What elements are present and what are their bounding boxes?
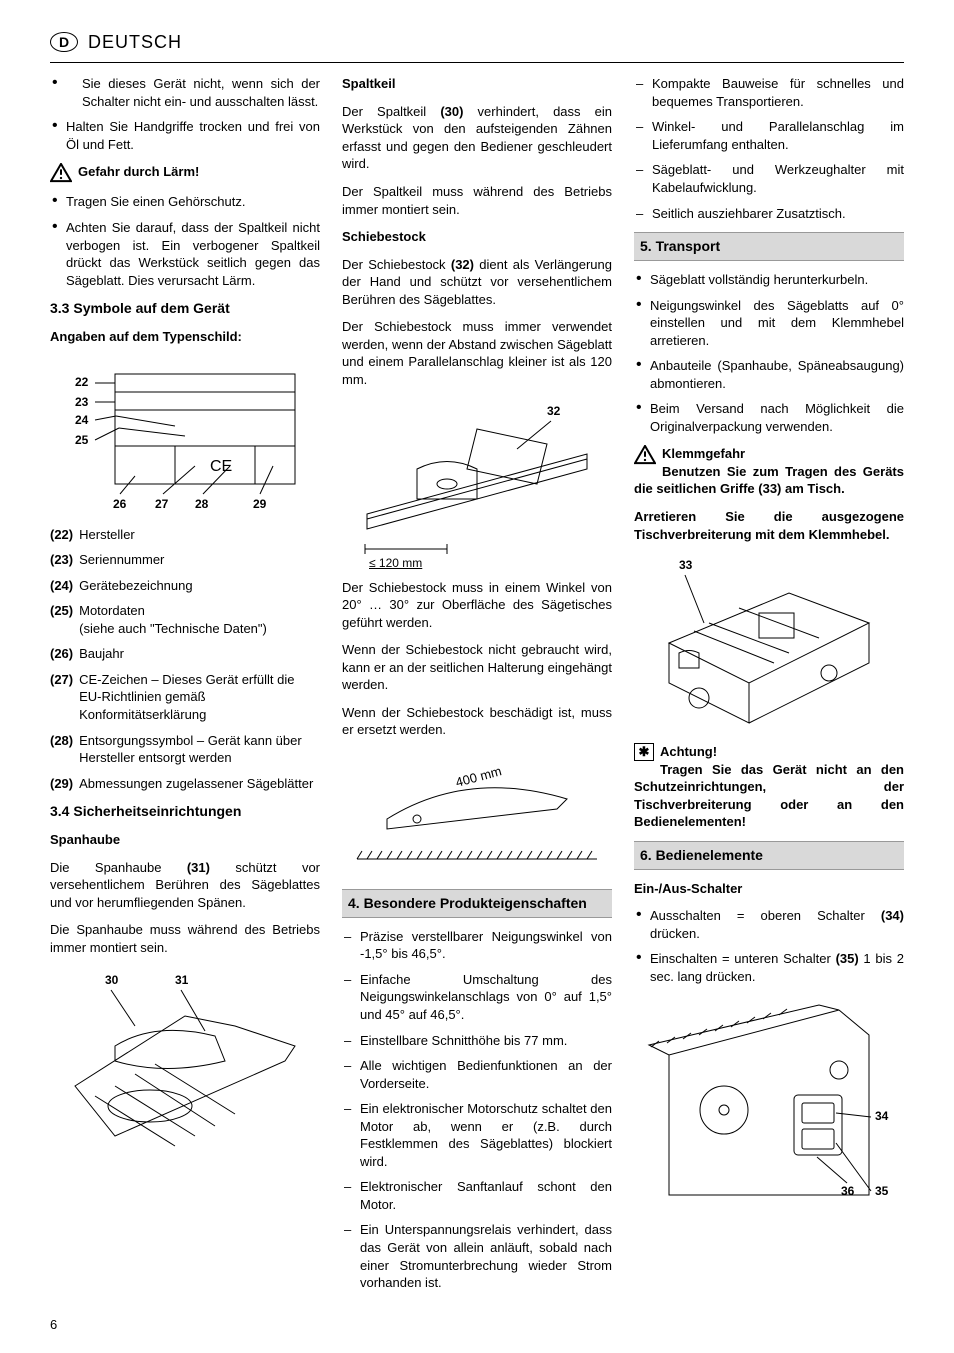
list-item: Kompakte Bauweise für schnelles und bequ…: [634, 75, 904, 110]
list-item: Einstellbare Schnitthöhe bis 77 mm.: [342, 1032, 612, 1050]
list-item: Seitlich ausziehbarer Zusatztisch.: [634, 205, 904, 223]
column-3: Kompakte Bauweise für schnelles und bequ…: [634, 75, 904, 1301]
figure-schiebestock-1: 32 ≤ 120 mm: [342, 399, 612, 569]
clamp-warning-block: Klemmgefahr Benutzen Sie zum Tragen des …: [634, 445, 904, 498]
schiebestock-p5: Wenn der Schiebestock beschädigt ist, mu…: [342, 704, 612, 739]
list-item: (24)Gerätebezeichnung: [50, 577, 320, 595]
section-5-heading: 5. Transport: [634, 232, 904, 261]
noise-warning-list: Tragen Sie einen Gehörschutz. Achten Sie…: [50, 193, 320, 289]
svg-text:25: 25: [75, 433, 89, 447]
switch-subheading: Ein-/Aus-Schalter: [634, 880, 904, 898]
svg-text:36: 36: [841, 1184, 855, 1198]
typenschild-subheading: Angaben auf dem Typenschild:: [50, 328, 320, 346]
list-item: Tragen Sie einen Gehörschutz.: [50, 193, 320, 211]
list-item: Ein elektronischer Motorschutz schaltet …: [342, 1100, 612, 1170]
section-6-heading: 6. Bedienelemente: [634, 841, 904, 870]
page-header: D DEUTSCH: [50, 30, 904, 54]
language-badge: D: [50, 32, 78, 52]
spanhaube-subheading: Spanhaube: [50, 831, 320, 849]
section-4-list-continued: Kompakte Bauweise für schnelles und bequ…: [634, 75, 904, 222]
warning-triangle-icon: [50, 163, 72, 183]
warning-title: Gefahr durch Lärm!: [78, 163, 199, 181]
list-item: Sägeblatt- und Werkzeughalter mit Kabela…: [634, 161, 904, 196]
list-item: Einfache Umschaltung des Neigungswinkela…: [342, 971, 612, 1024]
figure-switch: 34 35 36: [634, 995, 904, 1205]
svg-text:30: 30: [105, 973, 119, 987]
list-item: Einschalten = unteren Schalter (35) 1 bi…: [634, 950, 904, 985]
warning-triangle-icon: [634, 445, 656, 465]
caution-block: ✱ Achtung! Tragen Sie das Gerät nicht an…: [634, 743, 904, 831]
svg-text:33: 33: [679, 558, 693, 572]
list-item: (27)CE-Zeichen – Dieses Gerät erfüllt di…: [50, 671, 320, 724]
caution-square-icon: ✱: [634, 743, 654, 761]
section-4-list: Präzise verstellbarer Neigungswinkel von…: [342, 928, 612, 1292]
figure-transport: 33: [634, 553, 904, 733]
list-item: Elektronischer Sanftanlauf schont den Mo…: [342, 1178, 612, 1213]
figure-typenschild: CE 22 23 24 25 26 27 28 29: [50, 356, 320, 516]
svg-text:27: 27: [155, 497, 169, 511]
list-item: (22)Hersteller: [50, 526, 320, 544]
list-item: Halten Sie Handgriffe trocken und frei v…: [50, 118, 320, 153]
figure-spanhaube: 30 31: [50, 966, 320, 1166]
list-item: (28)Entsorgungssymbol – Gerät kann über …: [50, 732, 320, 767]
page-number: 6: [50, 1316, 904, 1334]
list-item: (29)Abmessungen zugelassener Sägeblätter: [50, 775, 320, 793]
svg-text:31: 31: [175, 973, 189, 987]
divider: [50, 62, 904, 63]
spaltkeil-p2: Der Spaltkeil muss während des Betriebs …: [342, 183, 612, 218]
svg-text:≤ 120 mm: ≤ 120 mm: [369, 556, 422, 569]
svg-text:32: 32: [547, 404, 561, 418]
svg-text:35: 35: [875, 1184, 889, 1198]
svg-text:26: 26: [113, 497, 127, 511]
list-item: (23)Seriennummer: [50, 551, 320, 569]
schiebestock-p4: Wenn der Schiebestock nicht gebraucht wi…: [342, 641, 612, 694]
list-item: Sägeblatt vollständig herunterkurbeln.: [634, 271, 904, 289]
list-item: Beim Versand nach Möglichkeit die Origin…: [634, 400, 904, 435]
content-columns: Sie dieses Gerät nicht, wenn sich der Sc…: [50, 75, 904, 1301]
spanhaube-p2: Die Spanhaube muss während des Betriebs …: [50, 921, 320, 956]
intro-continued-list: Sie dieses Gerät nicht, wenn sich der Sc…: [50, 75, 320, 153]
schiebestock-p3: Der Schiebestock muss in einem Winkel vo…: [342, 579, 612, 632]
list-item: Neigungswinkel des Sägeblatts auf 0° ein…: [634, 297, 904, 350]
list-item: Ausschalten = oberen Schalter (34) drück…: [634, 907, 904, 942]
list-item: Ein Unterspannungsrelais verhindert, das…: [342, 1221, 612, 1291]
column-1: Sie dieses Gerät nicht, wenn sich der Sc…: [50, 75, 320, 1301]
clamp-warning-text: Klemmgefahr Benutzen Sie zum Tragen des …: [634, 445, 904, 498]
spaltkeil-subheading: Spaltkeil: [342, 75, 612, 93]
svg-text:22: 22: [75, 375, 89, 389]
list-item: Präzise verstellbarer Neigungswinkel von…: [342, 928, 612, 963]
language-title: DEUTSCH: [88, 30, 182, 54]
list-item: Sie dieses Gerät nicht, wenn sich der Sc…: [50, 75, 320, 110]
noise-warning-heading: Gefahr durch Lärm!: [50, 163, 320, 183]
clamp-warning-text-2: Arretieren Sie die ausgezogene Tischverb…: [634, 508, 904, 543]
column-2: Spaltkeil Der Spaltkeil (30) verhindert,…: [342, 75, 612, 1301]
section-6-list: Ausschalten = oberen Schalter (34) drück…: [634, 907, 904, 985]
list-item: Alle wichtigen Bedienfunktionen an der V…: [342, 1057, 612, 1092]
svg-text:400 mm: 400 mm: [454, 763, 503, 790]
section-3-3-heading: 3.3 Symbole auf dem Gerät: [50, 299, 320, 318]
list-item: (26)Baujahr: [50, 645, 320, 663]
spaltkeil-p1: Der Spaltkeil (30) verhindert, dass ein …: [342, 103, 612, 173]
list-item: Anbauteile (Spanhaube, Späneabsaugung) a…: [634, 357, 904, 392]
caution-text: Achtung! Tragen Sie das Gerät nicht an d…: [634, 743, 904, 831]
figure-schiebestock-2: 400 mm: [342, 749, 612, 879]
list-item: Winkel- und Parallelanschlag im Lieferum…: [634, 118, 904, 153]
typenschild-legend: (22)Hersteller (23)Seriennummer (24)Gerä…: [50, 526, 320, 793]
schiebestock-p2: Der Schiebestock muss immer verwendet we…: [342, 318, 612, 388]
svg-text:24: 24: [75, 413, 89, 427]
section-4-heading: 4. Besondere Produkteigenschaften: [342, 889, 612, 918]
schiebestock-p1: Der Schiebestock (32) dient als Verlänge…: [342, 256, 612, 309]
list-item: Achten Sie darauf, dass der Spaltkeil ni…: [50, 219, 320, 289]
section-3-4-heading: 3.4 Sicherheitseinrichtungen: [50, 802, 320, 821]
spanhaube-p1: Die Spanhaube (31) schützt vor versehent…: [50, 859, 320, 912]
svg-text:28: 28: [195, 497, 209, 511]
list-item: (25)Motordaten (siehe auch "Technische D…: [50, 602, 320, 637]
section-5-list: Sägeblatt vollständig herunterkurbeln. N…: [634, 271, 904, 435]
svg-text:23: 23: [75, 395, 89, 409]
svg-text:34: 34: [875, 1109, 889, 1123]
svg-text:29: 29: [253, 497, 267, 511]
schiebestock-subheading: Schiebestock: [342, 228, 612, 246]
